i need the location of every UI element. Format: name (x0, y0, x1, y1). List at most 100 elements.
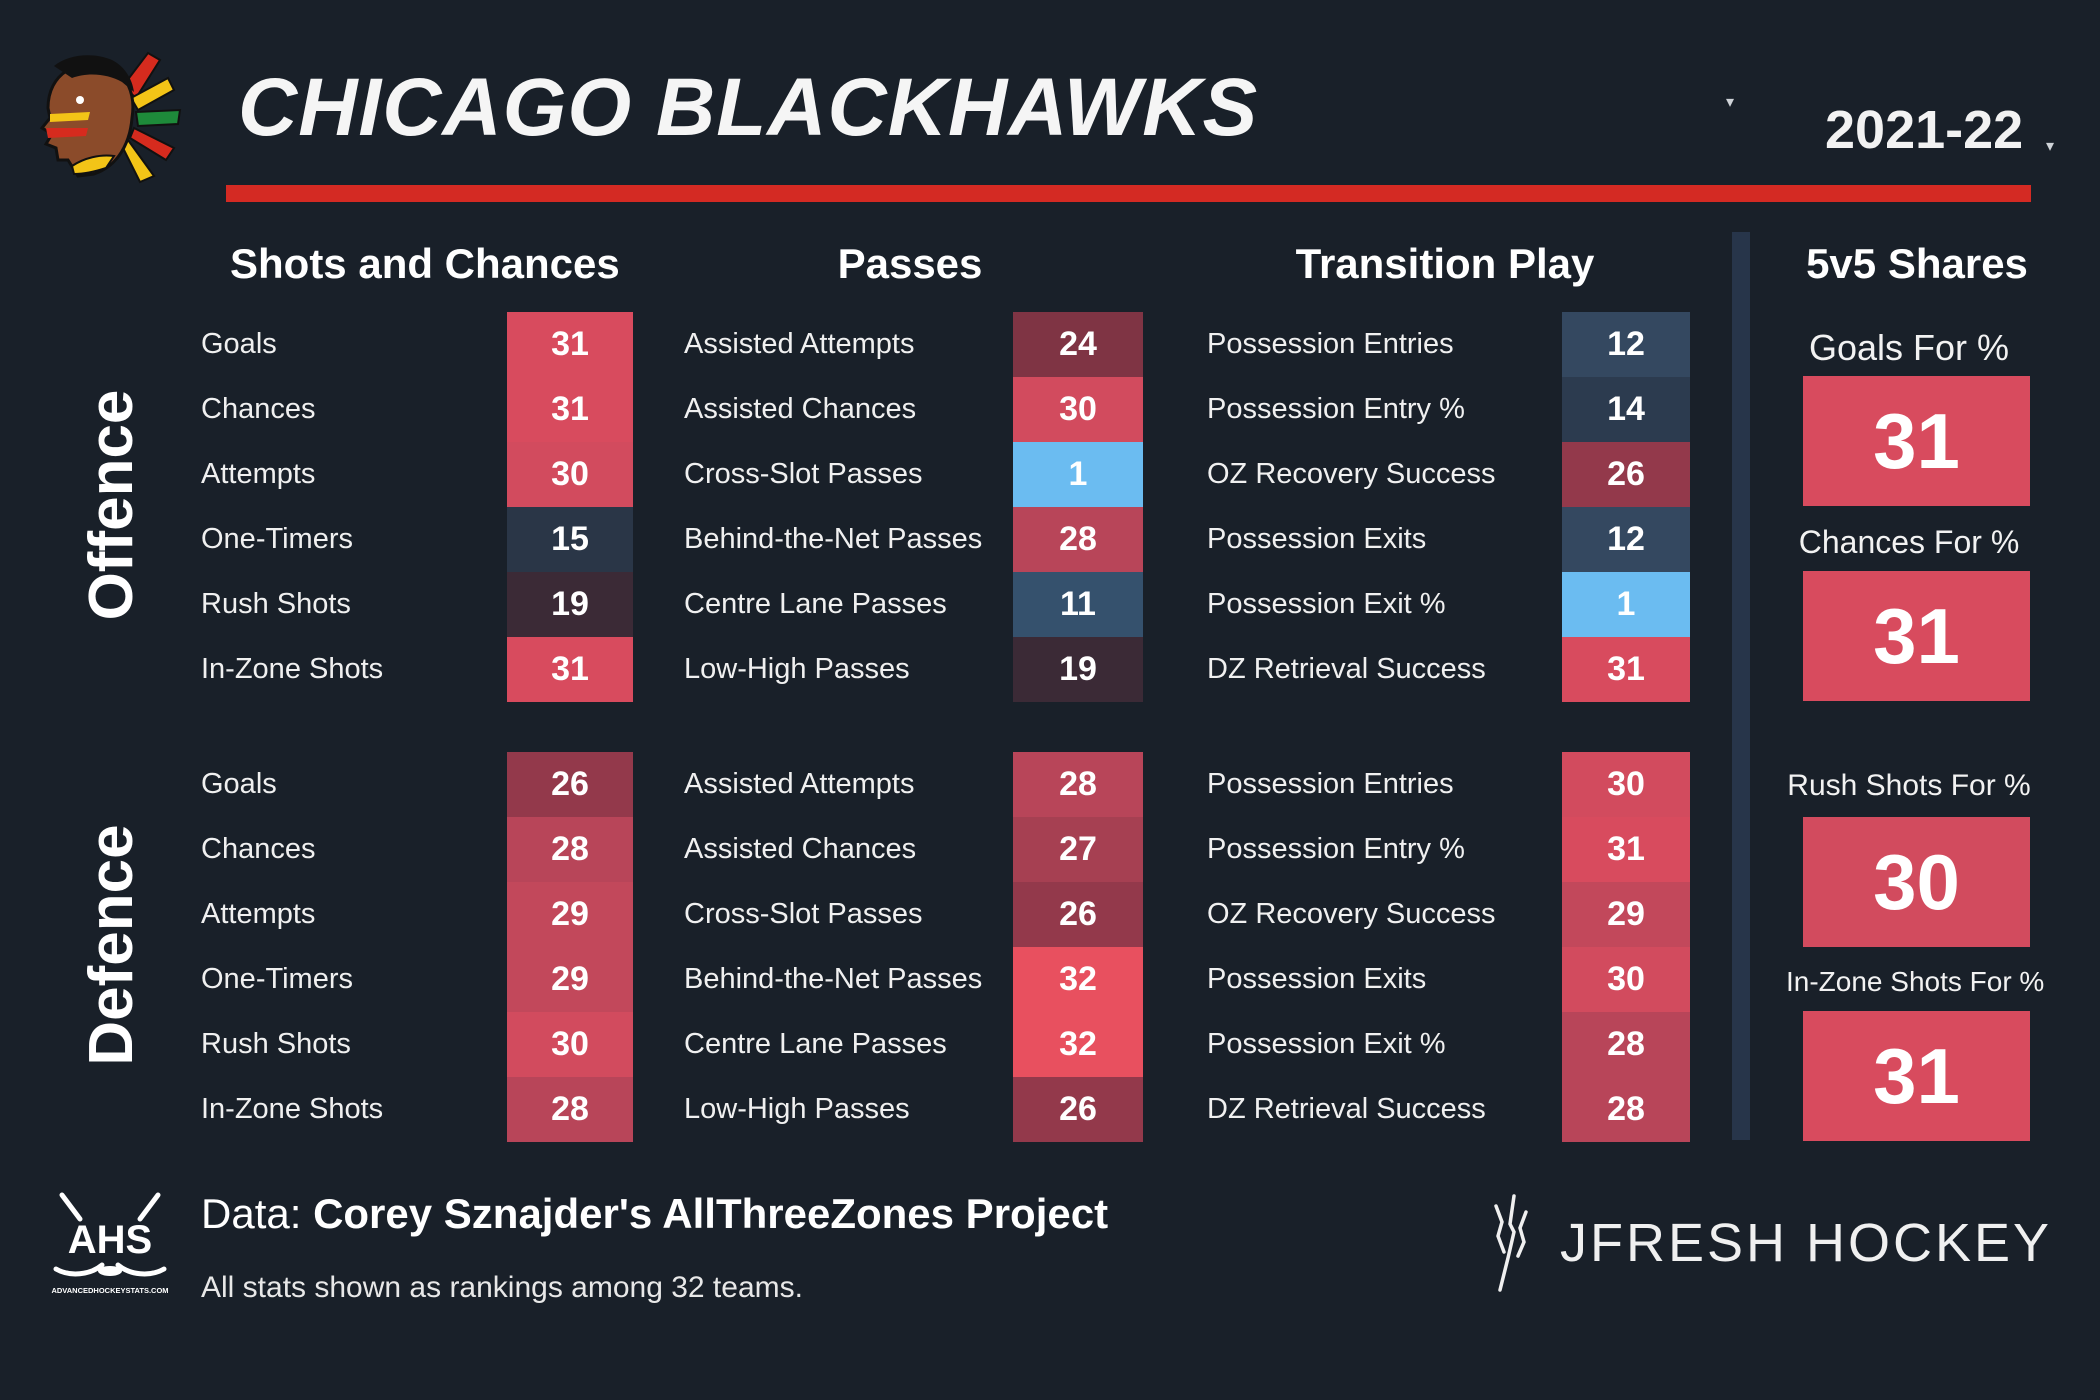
defence-passes-rank-cell: 26 (1013, 1077, 1143, 1142)
offence-transition-label: Possession Entry % (1207, 393, 1465, 425)
offence-passes-rank-cell: 30 (1013, 377, 1143, 442)
defence-transition-label: Possession Entry % (1207, 833, 1465, 865)
ahs-logo: AHS ADVANCEDHOCKEYSTATS.COM (51, 1192, 169, 1295)
share-label: Rush Shots For % (1787, 769, 2031, 802)
defence-passes-rank-cell: 27 (1013, 817, 1143, 882)
defence-passes-label: Centre Lane Passes (684, 1028, 947, 1060)
defence-passes-label: Cross-Slot Passes (684, 898, 923, 930)
offence-shots-label: Attempts (201, 458, 316, 490)
offence-shots-label: Chances (201, 393, 316, 425)
defence-shots-rank-cell: 28 (507, 817, 633, 882)
defence-shots-label: Attempts (201, 898, 316, 930)
section-heading-shots: Shots and Chances (230, 240, 620, 287)
offence-transition-label: DZ Retrieval Success (1207, 653, 1486, 685)
offence-shots-rank-cell: 31 (507, 312, 633, 377)
defence-transition-rank-cell: 29 (1562, 882, 1690, 947)
offence-passes-label: Assisted Chances (684, 393, 917, 425)
group-label-defence: Defence (77, 824, 146, 1066)
share-rank-box: 31 (1803, 571, 2030, 701)
offence-transition-label: Possession Exits (1207, 523, 1427, 555)
data-source-line: Data: Corey Sznajder's AllThreeZones Pro… (201, 1186, 1108, 1242)
defence-shots-rank-cell: 26 (507, 752, 633, 817)
defence-shots-label: Chances (201, 833, 316, 865)
jfresh-logo-mark-icon (1494, 1194, 1528, 1292)
offence-shots-rank-cell: 15 (507, 507, 633, 572)
offence-passes-label: Behind-the-Net Passes (684, 523, 983, 555)
offence-shots-rank-cell: 31 (507, 637, 633, 702)
defence-transition-rank-cell: 28 (1562, 1012, 1690, 1077)
defence-passes-label: Low-High Passes (684, 1093, 910, 1125)
season-dropdown-caret-icon[interactable]: ▾ (2046, 138, 2055, 155)
offence-passes-label: Assisted Attempts (684, 328, 915, 360)
offence-transition-label: Possession Entries (1207, 328, 1454, 360)
offence-passes-label: Centre Lane Passes (684, 588, 947, 620)
blackhawks-logo (39, 51, 182, 184)
defence-shots-label: One-Timers (201, 963, 353, 995)
data-source-name[interactable]: Corey Sznajder's AllThreeZones Project (313, 1190, 1109, 1237)
defence-shots-rank-cell: 28 (507, 1077, 633, 1142)
defence-transition-label: OZ Recovery Success (1207, 898, 1496, 930)
offence-shots-rank-cell: 19 (507, 572, 633, 637)
offence-shots-label: In-Zone Shots (201, 653, 384, 685)
offence-transition-rank-cell: 14 (1562, 377, 1690, 442)
share-label: In-Zone Shots For % (1786, 966, 2045, 997)
offence-transition-rank-cell: 12 (1562, 507, 1690, 572)
defence-passes-rank-cell: 26 (1013, 882, 1143, 947)
offence-transition-rank-cell: 26 (1562, 442, 1690, 507)
section-heading-shares: 5v5 Shares (1806, 240, 2028, 287)
defence-shots-label: In-Zone Shots (201, 1093, 384, 1125)
defence-transition-rank-cell: 31 (1562, 817, 1690, 882)
share-rank-box: 30 (1803, 817, 2030, 947)
defence-passes-label: Assisted Attempts (684, 768, 915, 800)
defence-transition-rank-cell: 30 (1562, 947, 1690, 1012)
defence-transition-label: Possession Exits (1207, 963, 1427, 995)
defence-passes-label: Assisted Chances (684, 833, 917, 865)
offence-shots-label: Rush Shots (201, 588, 351, 620)
defence-shots-label: Goals (201, 768, 277, 800)
offence-transition-rank-cell: 12 (1562, 312, 1690, 377)
offence-passes-rank-cell: 28 (1013, 507, 1143, 572)
defence-shots-label: Rush Shots (201, 1028, 351, 1060)
shares-divider (1732, 232, 1750, 1140)
offence-passes-rank-cell: 19 (1013, 637, 1143, 702)
jfresh-hockey-brand: JFRESH HOCKEY (1560, 1213, 2053, 1273)
defence-passes-rank-cell: 32 (1013, 947, 1143, 1012)
team-dropdown-caret-icon[interactable]: ▾ (1726, 94, 1735, 111)
offence-transition-label: OZ Recovery Success (1207, 458, 1496, 490)
share-rank-box: 31 (1803, 1011, 2030, 1141)
offence-shots-label: One-Timers (201, 523, 353, 555)
defence-transition-label: Possession Exit % (1207, 1028, 1446, 1060)
group-label-offence: Offence (77, 389, 146, 621)
offence-passes-rank-cell: 24 (1013, 312, 1143, 377)
section-heading-transition: Transition Play (1295, 240, 1595, 287)
share-label: Goals For % (1808, 327, 2010, 368)
season-selector[interactable]: 2021-22 (1825, 100, 2024, 160)
share-rank-box: 31 (1803, 376, 2030, 506)
offence-passes-rank-cell: 1 (1013, 442, 1143, 507)
rankings-footnote: All stats shown as rankings among 32 tea… (201, 1271, 803, 1304)
defence-passes-rank-cell: 28 (1013, 752, 1143, 817)
offence-passes-label: Low-High Passes (684, 653, 910, 685)
defence-transition-label: DZ Retrieval Success (1207, 1093, 1486, 1125)
defence-passes-label: Behind-the-Net Passes (684, 963, 983, 995)
ahs-logo-text: AHS (68, 1218, 152, 1262)
share-label: Chances For % (1798, 524, 2020, 560)
defence-shots-rank-cell: 29 (507, 882, 633, 947)
defence-shots-rank-cell: 29 (507, 947, 633, 1012)
offence-shots-rank-cell: 30 (507, 442, 633, 507)
offence-shots-label: Goals (201, 328, 277, 360)
team-name[interactable]: CHICAGO BLACKHAWKS (238, 62, 1259, 153)
offence-transition-rank-cell: 1 (1562, 572, 1690, 637)
header-accent-bar (226, 185, 2031, 202)
ahs-logo-site: ADVANCEDHOCKEYSTATS.COM (51, 1286, 168, 1295)
data-prefix: Data: (201, 1190, 314, 1237)
defence-shots-rank-cell: 30 (507, 1012, 633, 1077)
offence-passes-label: Cross-Slot Passes (684, 458, 923, 490)
defence-transition-label: Possession Entries (1207, 768, 1454, 800)
offence-shots-rank-cell: 31 (507, 377, 633, 442)
offence-passes-rank-cell: 11 (1013, 572, 1143, 637)
section-heading-passes: Passes (837, 240, 983, 287)
offence-transition-label: Possession Exit % (1207, 588, 1446, 620)
offence-transition-rank-cell: 31 (1562, 637, 1690, 702)
defence-transition-rank-cell: 30 (1562, 752, 1690, 817)
